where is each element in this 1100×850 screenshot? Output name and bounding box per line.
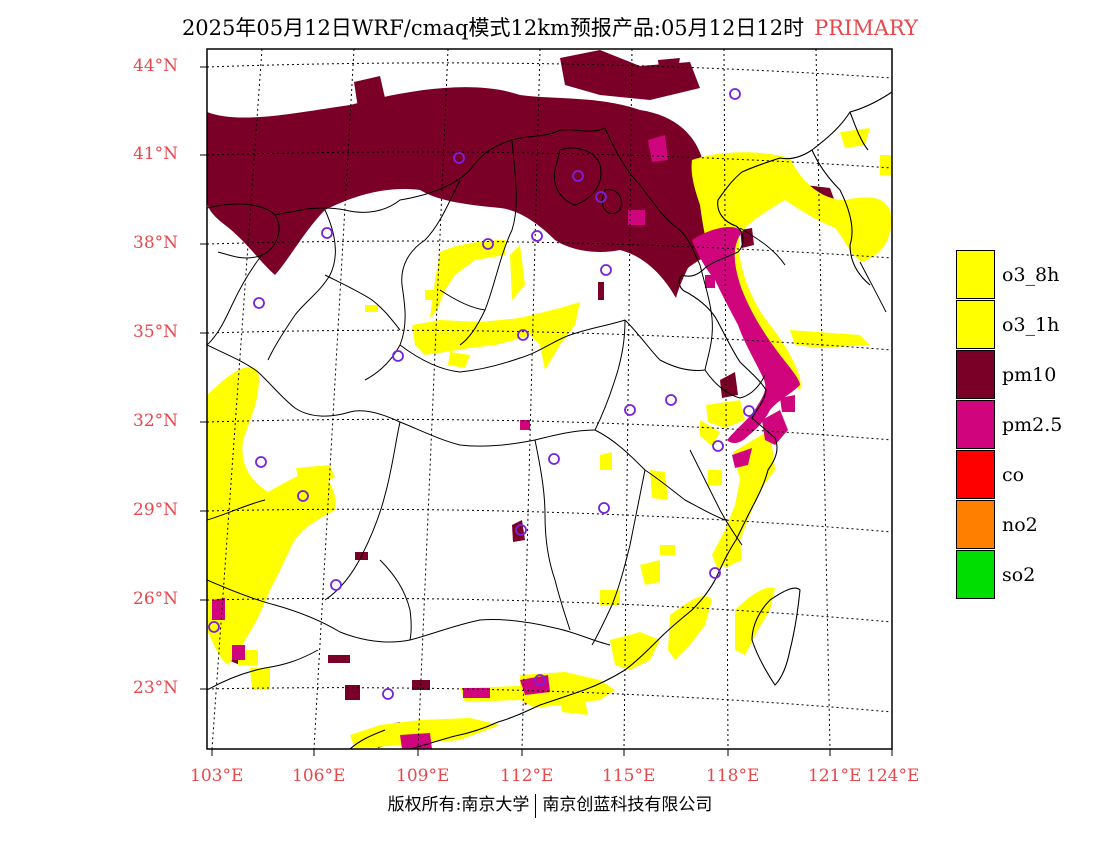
legend-swatch — [956, 400, 995, 449]
lon-label-121: 121°E — [808, 766, 862, 786]
footer-divider — [535, 793, 537, 818]
lat-label-32: 32°N — [133, 411, 179, 431]
legend-label: o3_8h — [1002, 264, 1060, 286]
legend-label: o3_1h — [1002, 314, 1060, 336]
map-frame — [206, 48, 893, 750]
legend-swatch — [956, 450, 995, 499]
legend-swatch — [956, 550, 995, 599]
legend-label: pm10 — [1002, 364, 1057, 386]
lat-label-35: 35°N — [133, 322, 179, 342]
legend-swatch — [956, 300, 995, 349]
legend-label: no2 — [1002, 514, 1038, 536]
lat-label-41: 41°N — [133, 144, 179, 164]
title-text: 2025年05月12日WRF/cmaq模式12km预报产品:05月12日12时 — [181, 16, 805, 40]
lat-label-23: 23°N — [133, 678, 179, 698]
o3-regions — [207, 128, 892, 749]
lon-label-109: 109°E — [396, 766, 450, 786]
lat-label-29: 29°N — [133, 500, 179, 520]
province-borders — [207, 127, 887, 691]
legend-swatch — [956, 350, 995, 399]
copyright-left: 版权所有:南京大学 — [387, 795, 530, 815]
lon-label-124: 124°E — [866, 766, 920, 786]
lat-label-38: 38°N — [133, 233, 179, 253]
legend-label: co — [1002, 464, 1025, 486]
lon-label-118: 118°E — [706, 766, 760, 786]
legend-label: so2 — [1002, 564, 1036, 586]
map-title: 2025年05月12日WRF/cmaq模式12km预报产品:05月12日12时 P… — [0, 12, 1100, 42]
legend-swatch — [956, 250, 995, 299]
lat-label-44: 44°N — [133, 56, 179, 76]
lon-label-112: 112°E — [500, 766, 554, 786]
copyright-footer: 版权所有:南京大学 南京创蓝科技有限公司 — [0, 790, 1100, 818]
lon-label-103: 103°E — [190, 766, 244, 786]
lat-label-26: 26°N — [133, 589, 179, 609]
primary-label: PRIMARY — [814, 16, 919, 40]
copyright-right: 南京创蓝科技有限公司 — [542, 795, 713, 815]
legend-swatch — [956, 500, 995, 549]
axis-ticks — [200, 66, 893, 756]
coastline — [349, 91, 892, 749]
lon-label-106: 106°E — [292, 766, 346, 786]
lon-label-115: 115°E — [602, 766, 656, 786]
legend-label: pm2.5 — [1002, 414, 1063, 436]
graticule — [207, 49, 892, 749]
pm25-regions — [212, 135, 800, 749]
city-markers — [208, 88, 755, 700]
